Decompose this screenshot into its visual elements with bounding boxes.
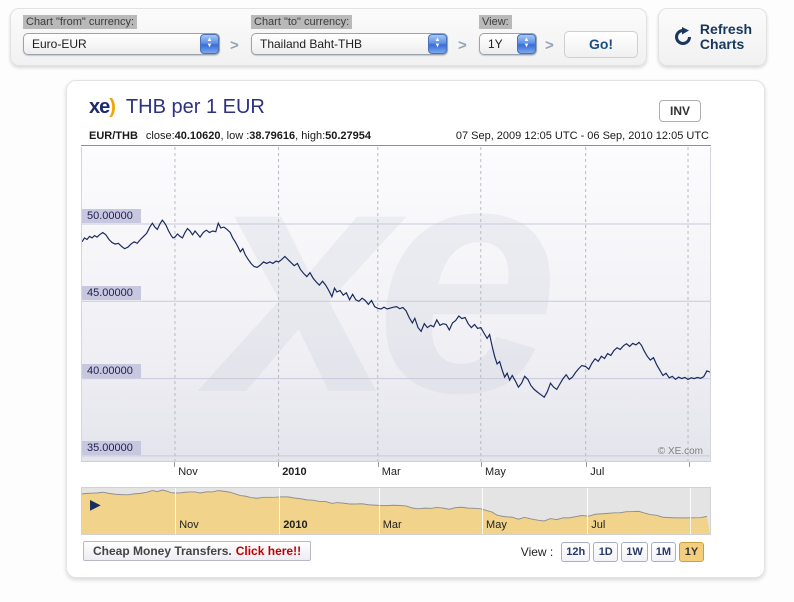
x-axis-tick bbox=[377, 462, 379, 467]
refresh-charts-button[interactable]: Refresh Charts bbox=[658, 8, 767, 66]
navigator-label: Jul bbox=[591, 519, 606, 531]
currency-toolbar: Chart "from" currency: Euro-EUR ▲ ▼ > Cha… bbox=[10, 8, 647, 66]
view-range-controls: View : 12h 1D 1W 1M 1Y bbox=[521, 542, 704, 562]
x-axis-label: 2010 bbox=[282, 466, 307, 478]
navigator-gridline bbox=[175, 488, 177, 534]
view-range-label: View : bbox=[520, 545, 554, 559]
low-value: 38.79616 bbox=[249, 130, 296, 142]
view-button-12h[interactable]: 12h bbox=[561, 542, 591, 562]
from-currency-label: Chart "from" currency: bbox=[23, 15, 138, 29]
chart-header: xe) THB per 1 EUR bbox=[89, 96, 265, 119]
arrow-separator-icon: > bbox=[458, 37, 467, 54]
xe-logo: xe bbox=[89, 96, 110, 118]
navigator-gridline bbox=[378, 488, 380, 534]
navigator-gridline bbox=[482, 488, 484, 534]
play-button[interactable]: ▶ bbox=[90, 496, 101, 512]
y-axis-label: 40.00000 bbox=[82, 363, 141, 378]
refresh-label-line1: Refresh bbox=[699, 21, 753, 37]
to-currency-label: Chart "to" currency: bbox=[251, 15, 353, 29]
navigator-label: 2010 bbox=[283, 519, 308, 531]
from-currency-value: Euro-EUR bbox=[32, 37, 87, 51]
promo-link: Click here!! bbox=[235, 544, 302, 558]
chart-title: THB per 1 EUR bbox=[125, 96, 265, 118]
view-select[interactable]: 1Y ▲ ▼ bbox=[479, 33, 537, 55]
refresh-label-line2: Charts bbox=[699, 36, 745, 52]
y-axis-label: 50.00000 bbox=[82, 209, 141, 223]
promo-button[interactable]: Cheap Money Transfers. Click here!! bbox=[83, 541, 312, 561]
x-axis-tick bbox=[481, 462, 483, 467]
arrow-separator-icon: > bbox=[230, 37, 239, 54]
view-button-1w[interactable]: 1W bbox=[621, 542, 648, 562]
navigator-chart[interactable]: Nov 2010 Mar May Jul ▶ bbox=[81, 487, 711, 535]
navigator-label: Nov bbox=[179, 519, 199, 531]
view-button-1m[interactable]: 1M bbox=[650, 542, 676, 562]
navigator-gridline bbox=[279, 488, 281, 534]
promo-text: Cheap Money Transfers. bbox=[93, 544, 232, 558]
refresh-icon bbox=[674, 27, 691, 45]
view-button-1d[interactable]: 1D bbox=[593, 542, 619, 562]
invert-button[interactable]: INV bbox=[659, 100, 701, 122]
x-axis-label: Nov bbox=[178, 466, 198, 478]
view-button-1y[interactable]: 1Y bbox=[679, 542, 704, 562]
x-axis: Nov 2010 Mar May Jul bbox=[81, 461, 711, 482]
arrow-separator-icon: > bbox=[545, 37, 554, 54]
to-currency-value: Thailand Baht-THB bbox=[260, 37, 363, 51]
to-currency-select[interactable]: Thailand Baht-THB ▲ ▼ bbox=[251, 33, 448, 55]
chart-panel: xe) THB per 1 EUR INV EUR/THB close:40.10… bbox=[66, 80, 765, 578]
date-range: 07 Sep, 2009 12:05 UTC - 06 Sep, 2010 12… bbox=[455, 130, 709, 142]
select-stepper-icon: ▲ ▼ bbox=[428, 34, 447, 54]
close-value: 40.10620 bbox=[174, 130, 221, 142]
y-axis-label: 35.00000 bbox=[82, 440, 141, 455]
navigator-gridline bbox=[587, 488, 589, 534]
x-axis-tick bbox=[174, 462, 176, 467]
x-axis-label: Jul bbox=[590, 466, 605, 478]
view-select-value: 1Y bbox=[488, 37, 503, 51]
main-chart-plot[interactable]: xe 50.00000 45.00000 40.00000 35.00000 © XE… bbox=[81, 147, 711, 461]
x-axis-tick bbox=[586, 462, 588, 467]
y-axis-label: 45.00000 bbox=[82, 286, 141, 301]
navigator-gridline bbox=[689, 488, 691, 534]
navigator-line bbox=[82, 489, 708, 522]
x-axis-label: May bbox=[485, 466, 506, 478]
from-currency-select[interactable]: Euro-EUR ▲ ▼ bbox=[23, 33, 220, 55]
price-line bbox=[82, 219, 710, 399]
go-button[interactable]: Go! bbox=[564, 31, 638, 58]
x-axis-tick bbox=[278, 462, 280, 467]
navigator-label: Mar bbox=[382, 519, 402, 531]
select-stepper-icon: ▲ ▼ bbox=[517, 34, 536, 54]
price-stats: EUR/THB close:40.10620, low :38.79616, hi… bbox=[89, 130, 372, 142]
high-value: 50.27954 bbox=[325, 130, 372, 142]
view-select-label: View: bbox=[479, 15, 512, 29]
x-axis-tick bbox=[688, 462, 690, 467]
currency-pair: EUR/THB bbox=[89, 130, 138, 142]
stats-row: EUR/THB close:40.10620, low :38.79616, hi… bbox=[81, 129, 711, 146]
select-stepper-icon: ▲ ▼ bbox=[200, 34, 219, 54]
xe-copyright: © XE.com bbox=[657, 446, 703, 457]
navigator-area bbox=[82, 490, 710, 534]
x-axis-label: Mar bbox=[381, 466, 401, 478]
navigator-label: May bbox=[486, 519, 507, 531]
xe-logo-arc-icon: ) bbox=[109, 96, 116, 118]
